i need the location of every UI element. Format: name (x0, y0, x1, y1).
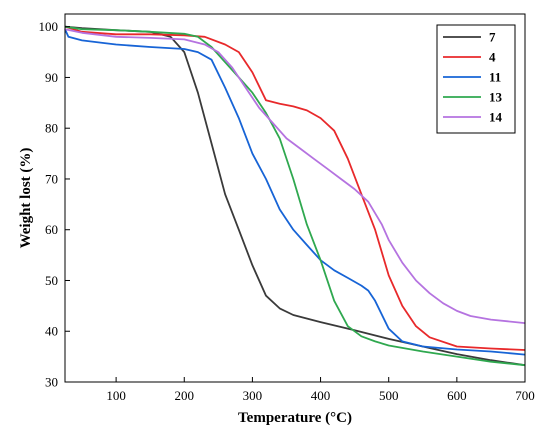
x-tick-label: 300 (243, 388, 263, 403)
x-tick-label: 600 (447, 388, 467, 403)
y-tick-label: 30 (45, 375, 58, 390)
x-tick-label: 200 (175, 388, 195, 403)
legend-label-7: 7 (489, 30, 496, 45)
legend-label-14: 14 (489, 110, 503, 125)
x-tick-label: 500 (379, 388, 399, 403)
y-tick-label: 80 (45, 121, 58, 136)
plot-lines (64, 25, 526, 367)
y-tick-label: 50 (45, 273, 58, 288)
y-axis-label: Weight lost (%) (18, 148, 34, 249)
series-line-11 (64, 28, 526, 356)
plot-frame (64, 13, 526, 383)
x-tick-label: 400 (311, 388, 331, 403)
x-axis: 100 200 300 400 500 600 700 (106, 377, 535, 403)
series-line-13 (64, 25, 526, 367)
y-tick-label: 40 (45, 324, 58, 339)
x-axis-label: Temperature (°C) (238, 410, 352, 426)
legend-label-11: 11 (489, 70, 501, 85)
y-tick-label: 60 (45, 222, 58, 237)
y-tick-label: 70 (45, 171, 58, 186)
y-axis: 30 40 50 60 70 80 90 100 (39, 19, 70, 390)
x-tick-label: 700 (515, 388, 535, 403)
series-line-14 (64, 28, 526, 324)
legend-label-13: 13 (489, 90, 503, 105)
x-tick-label: 100 (106, 388, 126, 403)
y-tick-label: 90 (45, 70, 58, 85)
legend-label-4: 4 (489, 50, 496, 65)
legend: 7 4 11 13 14 (436, 24, 516, 134)
y-tick-label: 100 (39, 19, 59, 34)
legend-box (436, 24, 516, 134)
series-line-4 (64, 25, 526, 351)
